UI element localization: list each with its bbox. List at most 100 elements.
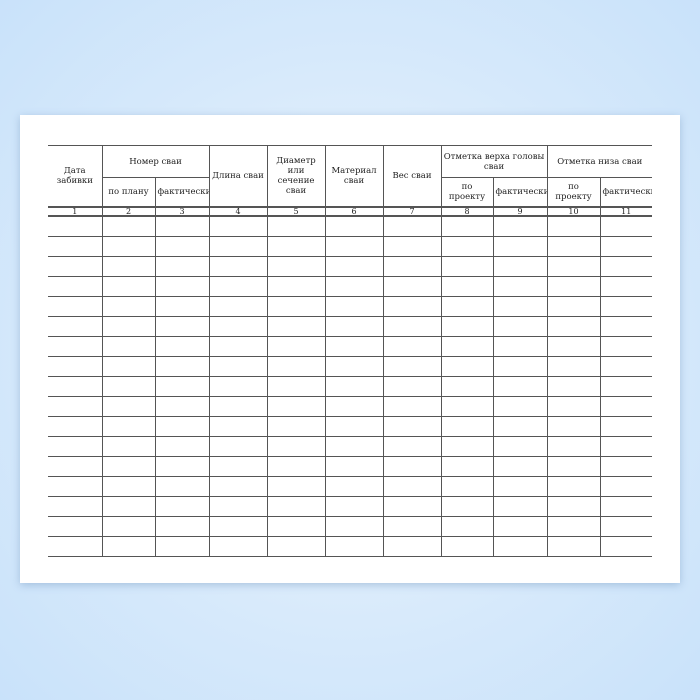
table-cell[interactable] xyxy=(492,356,548,377)
table-cell[interactable] xyxy=(599,215,653,237)
table-cell[interactable] xyxy=(440,276,494,297)
table-cell[interactable] xyxy=(599,236,653,257)
table-cell[interactable] xyxy=(324,316,384,337)
table-cell[interactable] xyxy=(599,416,653,437)
table-cell[interactable] xyxy=(48,416,103,437)
table-cell[interactable] xyxy=(440,496,494,517)
table-cell[interactable] xyxy=(599,496,653,517)
table-cell[interactable] xyxy=(324,256,384,277)
table-cell[interactable] xyxy=(266,476,326,497)
table-cell[interactable] xyxy=(266,376,326,397)
table-cell[interactable] xyxy=(208,376,268,397)
table-cell[interactable] xyxy=(48,236,103,257)
table-cell[interactable] xyxy=(546,236,601,257)
table-cell[interactable] xyxy=(48,436,103,457)
table-cell[interactable] xyxy=(440,516,494,537)
table-cell[interactable] xyxy=(101,416,156,437)
table-cell[interactable] xyxy=(101,376,156,397)
table-cell[interactable] xyxy=(382,356,442,377)
table-cell[interactable] xyxy=(48,396,103,417)
table-cell[interactable] xyxy=(266,316,326,337)
table-cell[interactable] xyxy=(324,456,384,477)
table-cell[interactable] xyxy=(266,396,326,417)
table-cell[interactable] xyxy=(101,296,156,317)
table-cell[interactable] xyxy=(546,396,601,417)
table-cell[interactable] xyxy=(154,296,210,317)
table-cell[interactable] xyxy=(208,316,268,337)
table-cell[interactable] xyxy=(101,215,156,237)
table-cell[interactable] xyxy=(154,516,210,537)
table-cell[interactable] xyxy=(324,236,384,257)
table-cell[interactable] xyxy=(101,316,156,337)
table-cell[interactable] xyxy=(492,496,548,517)
table-cell[interactable] xyxy=(154,476,210,497)
table-cell[interactable] xyxy=(208,456,268,477)
table-cell[interactable] xyxy=(599,536,653,557)
table-cell[interactable] xyxy=(546,316,601,337)
table-cell[interactable] xyxy=(48,276,103,297)
table-cell[interactable] xyxy=(492,516,548,537)
table-cell[interactable] xyxy=(266,436,326,457)
table-cell[interactable] xyxy=(266,536,326,557)
table-cell[interactable] xyxy=(599,276,653,297)
table-cell[interactable] xyxy=(546,296,601,317)
table-cell[interactable] xyxy=(101,476,156,497)
table-cell[interactable] xyxy=(101,276,156,297)
table-cell[interactable] xyxy=(382,536,442,557)
table-cell[interactable] xyxy=(492,276,548,297)
table-cell[interactable] xyxy=(599,336,653,357)
table-cell[interactable] xyxy=(492,436,548,457)
table-cell[interactable] xyxy=(101,356,156,377)
table-cell[interactable] xyxy=(266,276,326,297)
table-cell[interactable] xyxy=(324,536,384,557)
table-cell[interactable] xyxy=(266,416,326,437)
table-cell[interactable] xyxy=(208,396,268,417)
table-cell[interactable] xyxy=(154,356,210,377)
table-cell[interactable] xyxy=(382,396,442,417)
table-cell[interactable] xyxy=(546,416,601,437)
table-cell[interactable] xyxy=(324,276,384,297)
table-cell[interactable] xyxy=(599,516,653,537)
table-cell[interactable] xyxy=(324,476,384,497)
table-cell[interactable] xyxy=(101,536,156,557)
table-cell[interactable] xyxy=(48,296,103,317)
table-cell[interactable] xyxy=(324,396,384,417)
table-cell[interactable] xyxy=(266,215,326,237)
table-cell[interactable] xyxy=(266,516,326,537)
table-cell[interactable] xyxy=(154,396,210,417)
table-cell[interactable] xyxy=(154,276,210,297)
table-cell[interactable] xyxy=(599,296,653,317)
table-cell[interactable] xyxy=(266,496,326,517)
table-cell[interactable] xyxy=(266,336,326,357)
table-cell[interactable] xyxy=(324,496,384,517)
table-cell[interactable] xyxy=(382,456,442,477)
table-cell[interactable] xyxy=(48,456,103,477)
table-cell[interactable] xyxy=(101,456,156,477)
table-cell[interactable] xyxy=(546,336,601,357)
table-cell[interactable] xyxy=(266,236,326,257)
table-cell[interactable] xyxy=(492,456,548,477)
table-cell[interactable] xyxy=(599,436,653,457)
table-cell[interactable] xyxy=(208,476,268,497)
table-cell[interactable] xyxy=(440,376,494,397)
table-cell[interactable] xyxy=(440,436,494,457)
table-cell[interactable] xyxy=(208,215,268,237)
table-cell[interactable] xyxy=(492,316,548,337)
table-cell[interactable] xyxy=(492,476,548,497)
table-cell[interactable] xyxy=(154,436,210,457)
table-cell[interactable] xyxy=(546,516,601,537)
table-cell[interactable] xyxy=(208,296,268,317)
table-cell[interactable] xyxy=(101,256,156,277)
table-cell[interactable] xyxy=(48,336,103,357)
table-cell[interactable] xyxy=(48,496,103,517)
table-cell[interactable] xyxy=(546,256,601,277)
table-cell[interactable] xyxy=(208,496,268,517)
table-cell[interactable] xyxy=(440,536,494,557)
table-cell[interactable] xyxy=(382,215,442,237)
table-cell[interactable] xyxy=(48,476,103,497)
table-cell[interactable] xyxy=(492,215,548,237)
table-cell[interactable] xyxy=(382,236,442,257)
table-cell[interactable] xyxy=(382,376,442,397)
table-cell[interactable] xyxy=(48,215,103,237)
table-cell[interactable] xyxy=(382,476,442,497)
